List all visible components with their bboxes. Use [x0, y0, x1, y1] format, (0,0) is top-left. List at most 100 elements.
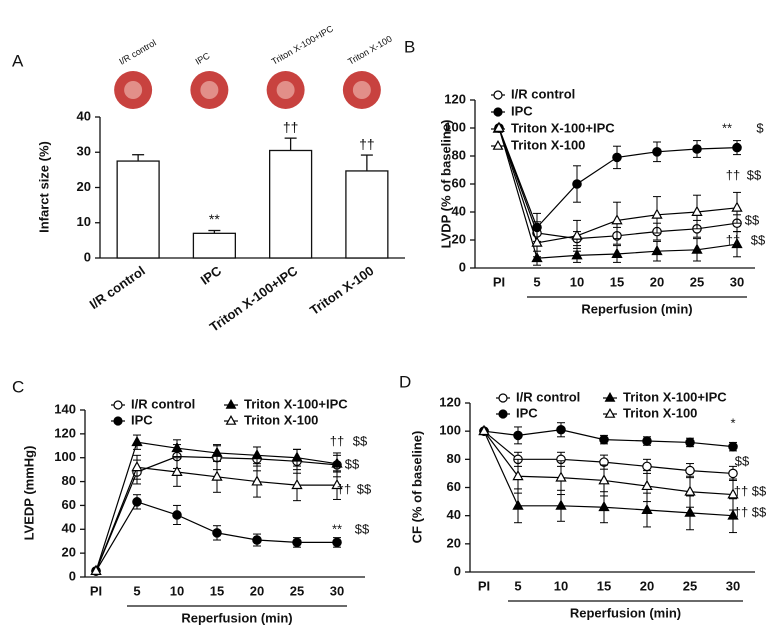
- marker: [513, 430, 523, 441]
- y-tick-label: 80: [62, 473, 76, 488]
- legend-label: IPC: [511, 103, 533, 118]
- marker: [685, 437, 695, 448]
- marker: [731, 237, 743, 249]
- legend-label: IPC: [516, 405, 538, 420]
- annotation: $$: [752, 504, 767, 519]
- y-tick-label: 40: [77, 108, 91, 123]
- marker: [642, 461, 652, 472]
- legend-label: I/R control: [511, 86, 575, 101]
- annotation: $$: [357, 481, 372, 496]
- heart-image-core: [124, 81, 143, 99]
- y-tick-label: 20: [62, 545, 76, 560]
- marker: [732, 142, 742, 153]
- marker: [171, 441, 183, 453]
- image-label: Triton X-100+IPC: [270, 23, 336, 67]
- marker: [131, 435, 143, 447]
- marker: [611, 247, 623, 258]
- marker: [642, 436, 652, 446]
- x-tick-label: 20: [250, 583, 264, 598]
- marker: [572, 179, 582, 189]
- x-tick-label: 10: [170, 583, 184, 598]
- marker: [555, 471, 567, 482]
- y-tick-label: 100: [439, 423, 461, 438]
- x-tick-label: 20: [640, 578, 654, 593]
- marker: [691, 243, 703, 254]
- marker: [727, 509, 739, 520]
- legend-label: Triton X-100: [244, 412, 318, 427]
- x-tick-label: 30: [726, 578, 740, 593]
- panel-label: A: [12, 51, 24, 70]
- y-tick-label: 120: [444, 91, 466, 106]
- legend-marker: [498, 409, 508, 419]
- annotation: **: [722, 120, 732, 135]
- x-tick-label: 20: [650, 274, 664, 289]
- y-tick-label: 40: [62, 521, 76, 536]
- y-axis-label: LVDP (% of baseline): [438, 120, 453, 249]
- x-tick-label: 30: [330, 583, 344, 598]
- y-tick-label: 30: [77, 144, 91, 159]
- heart-image-core: [200, 81, 219, 99]
- marker: [292, 537, 302, 548]
- bar: [192, 232, 236, 259]
- marker: [132, 497, 142, 507]
- marker: [641, 479, 653, 491]
- marker: [612, 152, 622, 163]
- bar: [269, 149, 313, 259]
- x-tick-label: 30: [730, 274, 744, 289]
- y-tick-label: 10: [77, 214, 91, 229]
- legend-marker: [604, 391, 616, 402]
- y-tick-label: 80: [447, 451, 461, 466]
- x-tick-label: PI: [90, 583, 102, 598]
- y-tick-label: 60: [452, 175, 466, 190]
- x-tick-label: 5: [133, 583, 140, 598]
- marker: [512, 499, 524, 510]
- x-axis-label: Reperfusion (min): [570, 605, 681, 620]
- legend-label: Triton X-100+IPC: [244, 396, 348, 411]
- y-tick-label: 80: [452, 147, 466, 162]
- y-tick-label: 40: [452, 203, 466, 218]
- y-axis-label: CF (% of baseline): [409, 431, 424, 544]
- legend-marker: [493, 107, 503, 117]
- marker: [652, 147, 662, 157]
- x-tick-label: 15: [610, 274, 624, 289]
- marker: [211, 446, 223, 457]
- y-tick-label: 120: [54, 425, 76, 440]
- annotation: **: [209, 211, 220, 227]
- marker: [478, 424, 490, 436]
- marker: [728, 468, 738, 479]
- annotation: $$: [747, 167, 762, 182]
- marker: [598, 500, 610, 512]
- marker: [251, 449, 263, 460]
- heart-image-core: [352, 81, 371, 99]
- marker: [599, 434, 609, 445]
- x-tick-label: 10: [570, 274, 584, 289]
- legend-label: Triton X-100+IPC: [623, 389, 727, 404]
- y-tick-label: 0: [84, 249, 91, 264]
- annotation: $$: [353, 433, 368, 448]
- x-tick-label: 15: [597, 578, 611, 593]
- marker: [685, 465, 695, 476]
- marker: [728, 441, 738, 452]
- marker: [684, 485, 696, 496]
- marker: [493, 121, 505, 132]
- marker: [555, 499, 567, 510]
- bar: [116, 160, 160, 259]
- marker: [512, 469, 524, 481]
- annotation: **: [332, 521, 342, 536]
- marker: [251, 475, 263, 486]
- x-tick-label: PI: [493, 274, 505, 289]
- annotation: $$: [751, 232, 766, 247]
- annotation: ††: [283, 119, 299, 135]
- legend-marker: [498, 393, 508, 403]
- marker: [727, 488, 739, 499]
- annotation: $$: [355, 521, 370, 536]
- marker: [692, 144, 702, 154]
- legend-label: IPC: [131, 412, 153, 427]
- marker: [571, 229, 583, 240]
- marker: [332, 537, 342, 548]
- x-tick-label: PI: [478, 578, 490, 593]
- marker: [691, 205, 703, 216]
- marker: [651, 208, 663, 219]
- x-axis-label: Reperfusion (min): [181, 610, 292, 625]
- panel-label: C: [12, 377, 24, 396]
